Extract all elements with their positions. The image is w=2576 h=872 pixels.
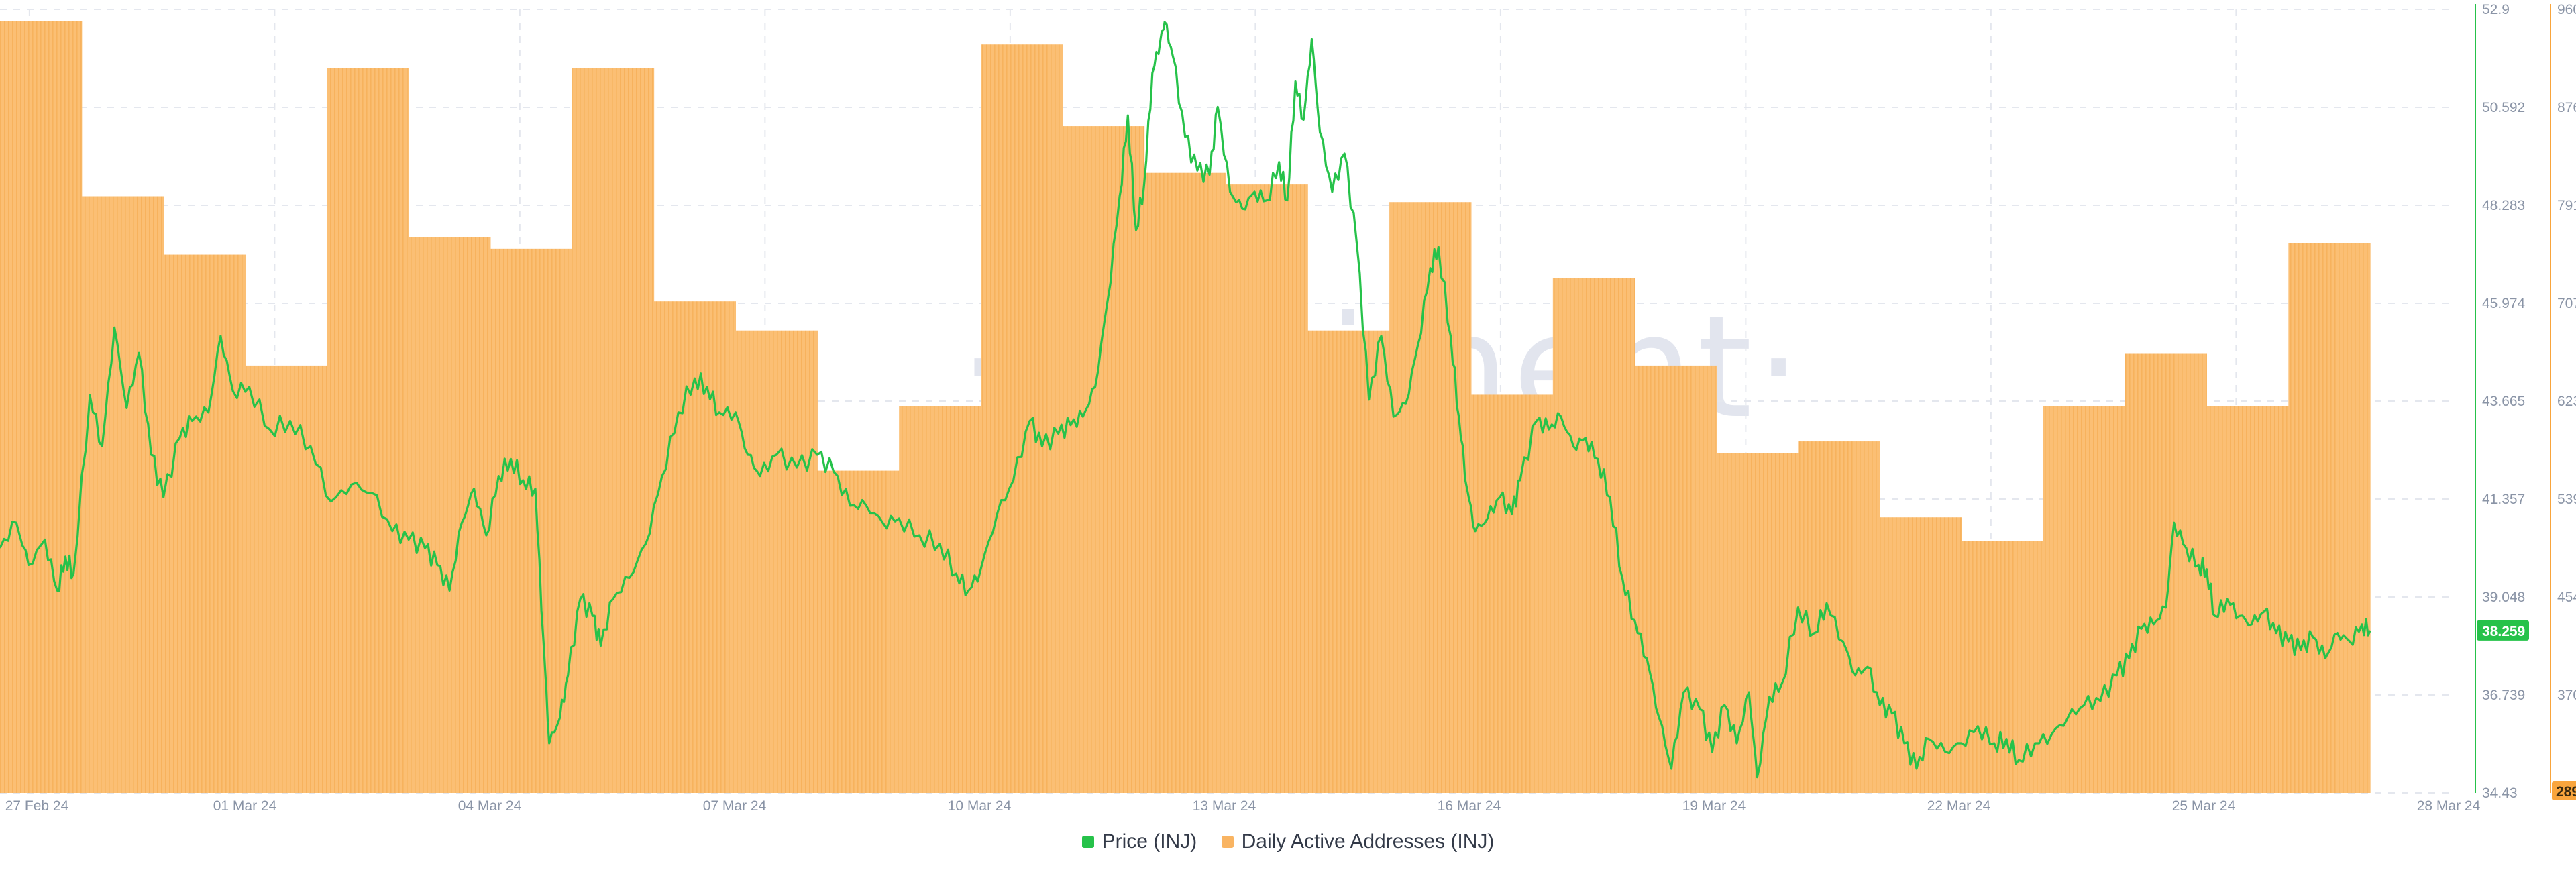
legend-item-addresses[interactable]: Daily Active Addresses (INJ) <box>1221 830 1495 853</box>
price-tick-label: 45.974 <box>2482 296 2526 311</box>
addresses-bar[interactable] <box>0 21 83 793</box>
x-tick-label: 07 Mar 24 <box>703 798 767 814</box>
addresses-bar[interactable] <box>1389 202 1472 793</box>
addresses-tick-label: 960 <box>2557 2 2576 17</box>
addresses-bar[interactable] <box>817 470 900 793</box>
price-tick-label: 34.43 <box>2482 785 2518 801</box>
addresses-tick-label: 370 <box>2557 688 2576 703</box>
addresses-bar[interactable] <box>327 68 409 793</box>
addresses-bar[interactable] <box>245 365 327 793</box>
addresses-bar[interactable] <box>1144 172 1226 793</box>
x-tick-label: 13 Mar 24 <box>1193 798 1256 814</box>
addresses-bar[interactable] <box>1634 365 1717 793</box>
price-current-label: 38.259 <box>2482 624 2525 639</box>
addresses-tick-label: 791 <box>2557 198 2576 213</box>
price-tick-label: 52.9 <box>2482 2 2510 17</box>
legend-swatch-price <box>1081 836 1094 848</box>
addresses-bar[interactable] <box>572 68 655 793</box>
legend-swatch-addresses <box>1221 836 1234 848</box>
x-tick-label: 28 Mar 24 <box>2417 798 2481 814</box>
addresses-bar[interactable] <box>1307 330 1390 793</box>
addresses-tick-label: 454 <box>2557 590 2576 605</box>
legend-label-addresses: Daily Active Addresses (INJ) <box>1241 830 1495 853</box>
legend-item-price[interactable]: Price (INJ) <box>1081 830 1197 853</box>
addresses-bar[interactable] <box>1062 126 1145 794</box>
price-line[interactable] <box>0 21 2371 779</box>
addresses-bar[interactable] <box>1552 278 1635 793</box>
addresses-bar[interactable] <box>899 406 981 793</box>
addresses-tick-label: 876 <box>2557 100 2576 115</box>
addresses-bar[interactable] <box>1880 517 1962 793</box>
addresses-bar[interactable] <box>2206 406 2289 793</box>
x-tick-label: 22 Mar 24 <box>1927 798 1991 814</box>
price-tick-label: 50.592 <box>2482 100 2525 115</box>
price-line-group <box>0 21 2371 779</box>
price-tick-label: 39.048 <box>2482 590 2525 605</box>
addresses-bar[interactable] <box>1716 453 1799 793</box>
addresses-bar[interactable] <box>1226 184 1308 793</box>
price-tick-label: 43.665 <box>2482 394 2525 409</box>
addresses-bar[interactable] <box>2043 406 2126 793</box>
addresses-bar[interactable] <box>981 44 1063 793</box>
addresses-tick-label: 707 <box>2557 296 2576 311</box>
price-tick-label: 36.739 <box>2482 688 2525 703</box>
x-tick-label: 19 Mar 24 <box>1682 798 1746 814</box>
addresses-bar[interactable] <box>2288 243 2371 794</box>
addresses-current-label: 289 <box>2556 784 2576 800</box>
addresses-bar[interactable] <box>1798 441 1880 793</box>
addresses-bar[interactable] <box>2125 353 2207 793</box>
x-tick-label: 16 Mar 24 <box>1438 798 1501 814</box>
x-tick-label: 10 Mar 24 <box>948 798 1012 814</box>
addresses-bar[interactable] <box>409 237 491 793</box>
addresses-bar[interactable] <box>163 254 246 794</box>
addresses-tick-label: 539 <box>2557 492 2576 507</box>
x-tick-label: 01 Mar 24 <box>213 798 277 814</box>
price-tick-label: 48.283 <box>2482 198 2525 213</box>
price-current-badge <box>2477 620 2529 641</box>
addresses-bar[interactable] <box>490 248 573 793</box>
addresses-bar[interactable] <box>735 330 818 793</box>
addresses-bar[interactable] <box>1471 394 1554 793</box>
addresses-bars <box>0 21 2371 794</box>
chart-legend: Price (INJ) Daily Active Addresses (INJ) <box>0 830 2576 853</box>
legend-label-price: Price (INJ) <box>1102 830 1197 853</box>
addresses-bar[interactable] <box>81 196 164 794</box>
x-tick-label: 25 Mar 24 <box>2172 798 2236 814</box>
addresses-tick-label: 623 <box>2557 394 2576 409</box>
price-tick-label: 41.357 <box>2482 492 2525 507</box>
x-tick-label: 04 Mar 24 <box>458 798 522 814</box>
axes: 52.9 50.592 48.283 45.974 43.665 41.357 39.048… <box>5 2 2576 814</box>
x-tick-label: 27 Feb 24 <box>5 798 69 814</box>
addresses-current-badge <box>2552 781 2576 800</box>
addresses-bar[interactable] <box>653 301 736 793</box>
